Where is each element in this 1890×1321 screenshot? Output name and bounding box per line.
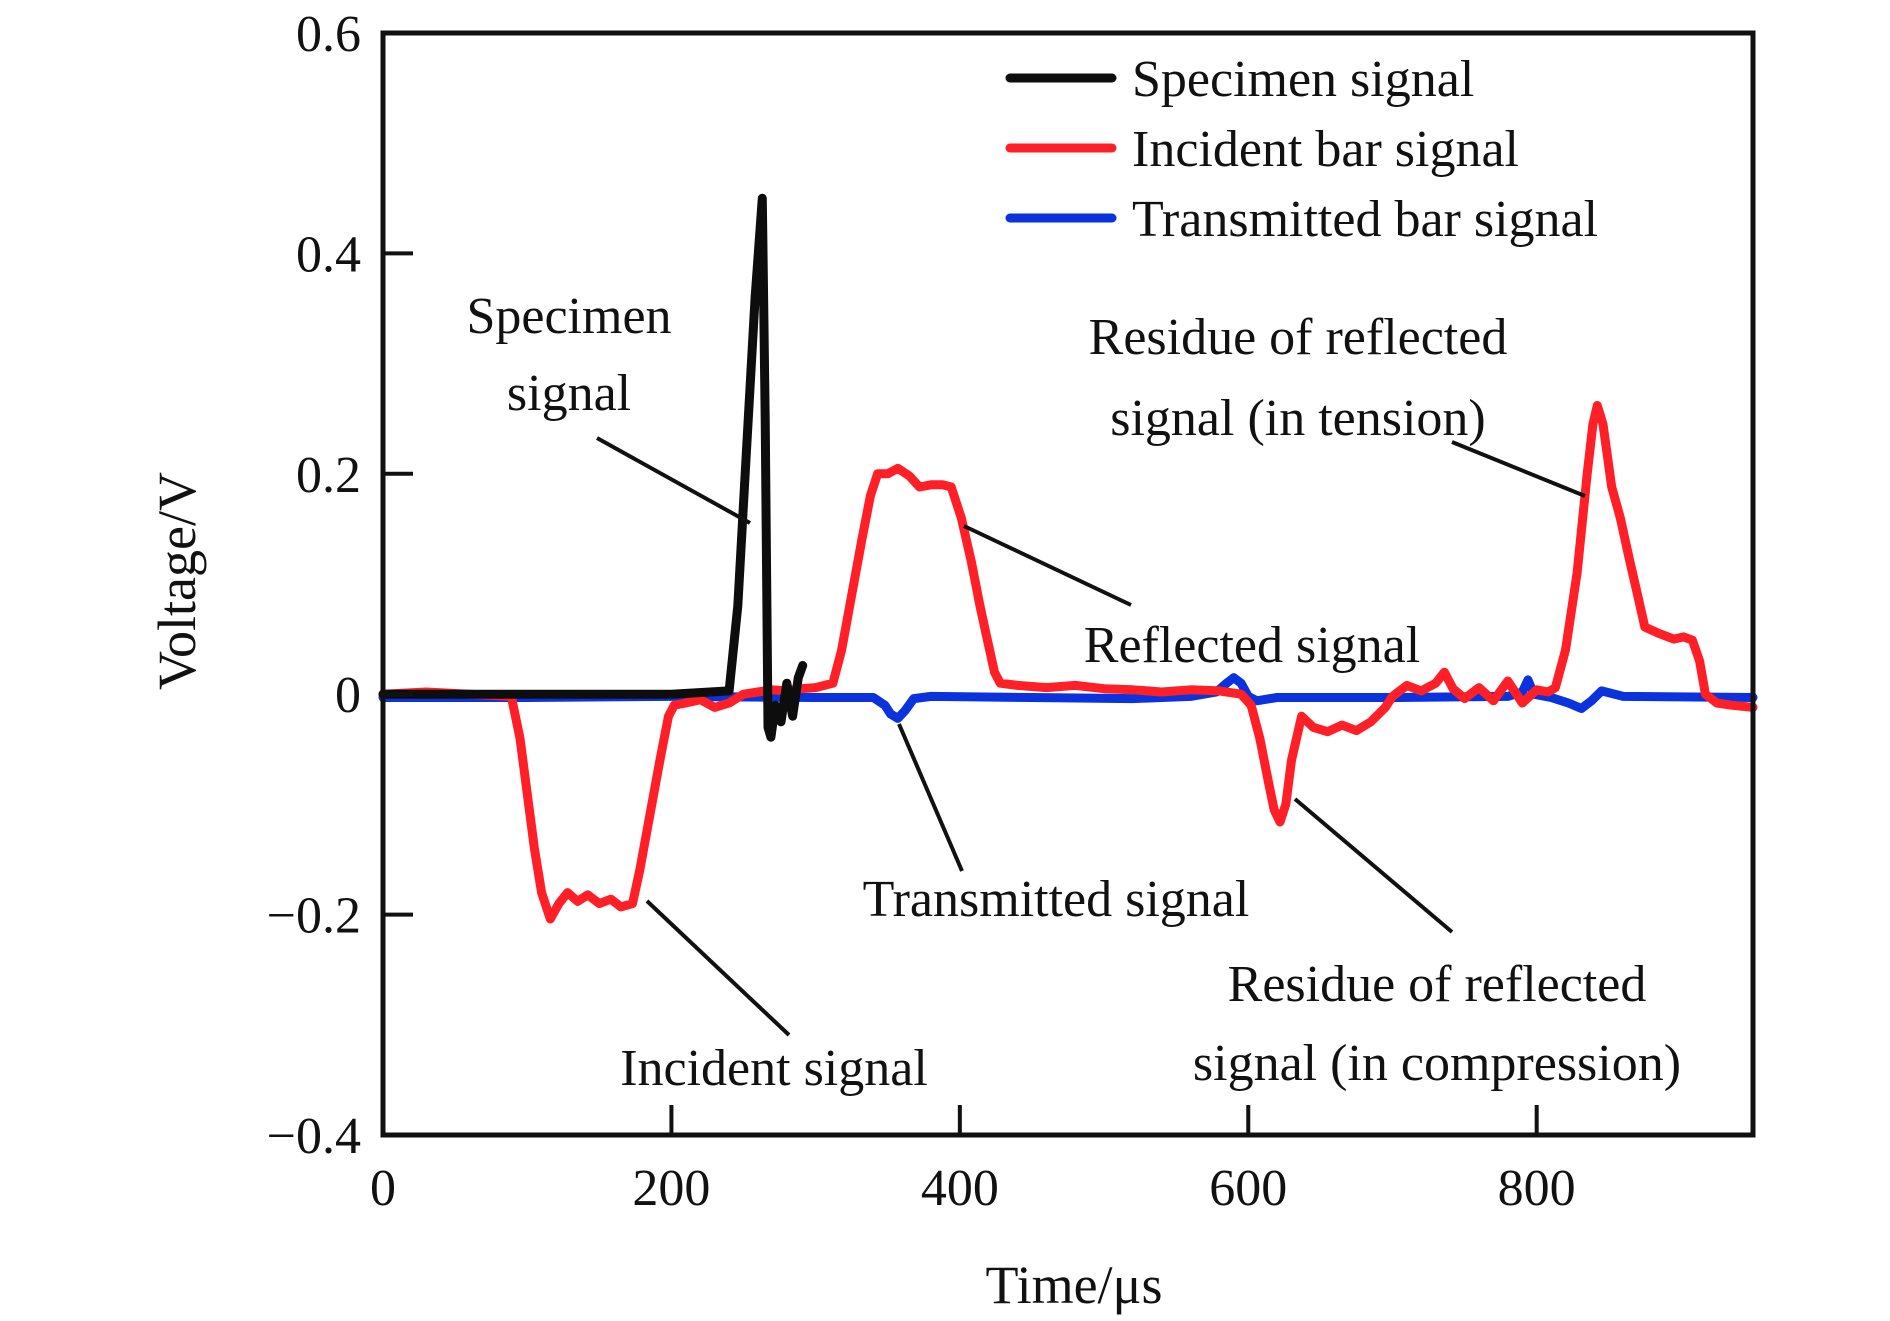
- annotations: Specimen signal Residue of reflected sig…: [466, 288, 1681, 1097]
- x-tick-label: 400: [921, 1160, 999, 1217]
- legend-label: Specimen signal: [1132, 51, 1474, 108]
- legend-item: Transmitted bar signal: [1005, 191, 1598, 248]
- y-tick-label: −0.2: [267, 888, 361, 945]
- annotation-reflected: Reflected signal: [1084, 617, 1420, 674]
- y-tick-label: 0.2: [296, 447, 361, 504]
- x-tick-label: 0: [370, 1160, 396, 1217]
- axes-layer: 0 200 400 600 800 −0.4 −0.2 0 0.2 0.4 0.6: [267, 6, 1756, 1217]
- leader-incident: [645, 899, 791, 1037]
- x-tick-label: 600: [1209, 1160, 1287, 1217]
- leader-transmitted: [897, 723, 964, 872]
- annotation-residue-compression-line1: Residue of reflected: [1228, 956, 1647, 1013]
- annotation-residue-tension-line1: Residue of reflected: [1089, 309, 1508, 366]
- y-tick-label: 0.6: [296, 6, 361, 63]
- leader-reflected: [963, 524, 1132, 607]
- x-tick-label: 800: [1498, 1160, 1576, 1217]
- series-line-incident-bar-signal: [378, 401, 1758, 924]
- annotation-residue-compression-line2: signal (in compression): [1193, 1035, 1681, 1092]
- annotation-specimen-line2: signal: [507, 365, 631, 422]
- leader-residue-tension: [1451, 440, 1586, 498]
- plot-frame: [380, 30, 1756, 1138]
- series-layer: [378, 193, 1758, 924]
- annotation-transmitted: Transmitted signal: [863, 871, 1250, 928]
- legend-item: Incident bar signal: [1005, 121, 1519, 178]
- y-axis-title: Voltage/V: [147, 472, 207, 690]
- annotation-specimen-line1: Specimen: [466, 288, 671, 345]
- y-tick-label: 0: [335, 667, 361, 724]
- series-line-specimen-signal: [378, 193, 808, 742]
- x-tick-label: 200: [632, 1160, 710, 1217]
- leader-specimen: [596, 436, 751, 525]
- annotation-incident: Incident signal: [620, 1040, 928, 1097]
- legend-item: Specimen signal: [1005, 51, 1474, 108]
- legend-label: Incident bar signal: [1132, 121, 1519, 178]
- series-line-transmitted-bar-signal: [378, 673, 1758, 723]
- y-tick-label: −0.4: [267, 1108, 361, 1165]
- legend-label: Transmitted bar signal: [1132, 191, 1598, 248]
- x-axis-title: Time/μs: [985, 1255, 1162, 1315]
- y-tick-label: 0.4: [296, 226, 361, 283]
- annotation-residue-tension-line2: signal (in tension): [1110, 390, 1486, 447]
- leader-residue-compression: [1293, 797, 1454, 934]
- legend: Specimen signal Incident bar signal Transm…: [1005, 51, 1598, 248]
